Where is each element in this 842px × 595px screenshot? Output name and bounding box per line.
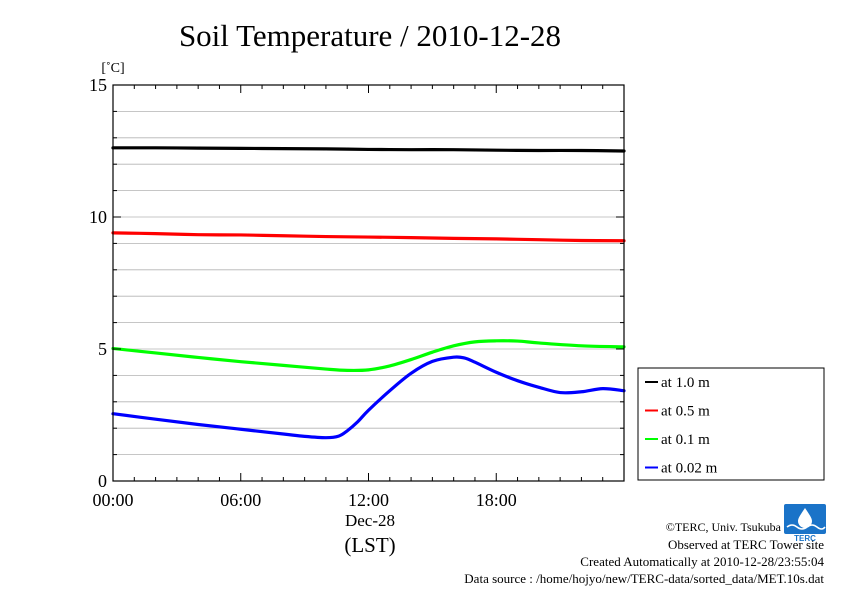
water-drop-icon bbox=[798, 508, 812, 528]
x-tick-label: 06:00 bbox=[220, 490, 261, 510]
legend: at 1.0 m at 0.5 m at 0.1 m at 0.02 m bbox=[637, 367, 825, 481]
grid-lines bbox=[113, 111, 624, 456]
y-tick-label: 5 bbox=[98, 339, 107, 359]
legend-box bbox=[637, 367, 825, 481]
y-axis-ticks: 0 5 10 15 bbox=[89, 75, 624, 491]
data-source-text: Data source : /home/hojyo/new/TERC-data/… bbox=[464, 571, 824, 586]
series-line-2 bbox=[111, 231, 626, 243]
legend-label: at 1.0 m bbox=[661, 375, 710, 391]
plot-frame bbox=[112, 84, 625, 482]
series-line-3 bbox=[111, 339, 626, 373]
site-text: Observed at TERC Tower site bbox=[668, 537, 824, 552]
chart-title: Soil Temperature / 2010-12-28 bbox=[179, 18, 561, 53]
y-axis-unit-label: [˚C] bbox=[101, 61, 124, 76]
x-tick-label: 18:00 bbox=[476, 490, 517, 510]
terc-logo: TERC bbox=[784, 504, 826, 543]
logo-text: TERC bbox=[794, 534, 816, 543]
created-text: Created Automatically at 2010-12-28/23:5… bbox=[580, 554, 824, 569]
y-tick-label: 10 bbox=[89, 207, 107, 227]
legend-label: at 0.5 m bbox=[661, 404, 710, 420]
y-tick-label: 0 bbox=[98, 471, 107, 491]
x-axis-label: (LST) bbox=[344, 533, 395, 557]
copyright-text: ©TERC, Univ. Tsukuba bbox=[666, 520, 782, 534]
legend-label: at 0.1 m bbox=[661, 432, 710, 448]
legend-label: at 0.02 m bbox=[661, 461, 718, 477]
series-lines bbox=[111, 146, 626, 440]
x-axis-ticks: 00:00 06:00 12:00 18:00 bbox=[92, 85, 625, 510]
x-axis-date-label: Dec-28 bbox=[345, 511, 395, 530]
wave-icon bbox=[786, 524, 826, 530]
y-tick-label: 15 bbox=[89, 75, 107, 95]
series-line-1 bbox=[111, 146, 626, 153]
series-line-4 bbox=[111, 355, 626, 440]
x-tick-label: 00:00 bbox=[92, 490, 133, 510]
x-tick-label: 12:00 bbox=[348, 490, 389, 510]
